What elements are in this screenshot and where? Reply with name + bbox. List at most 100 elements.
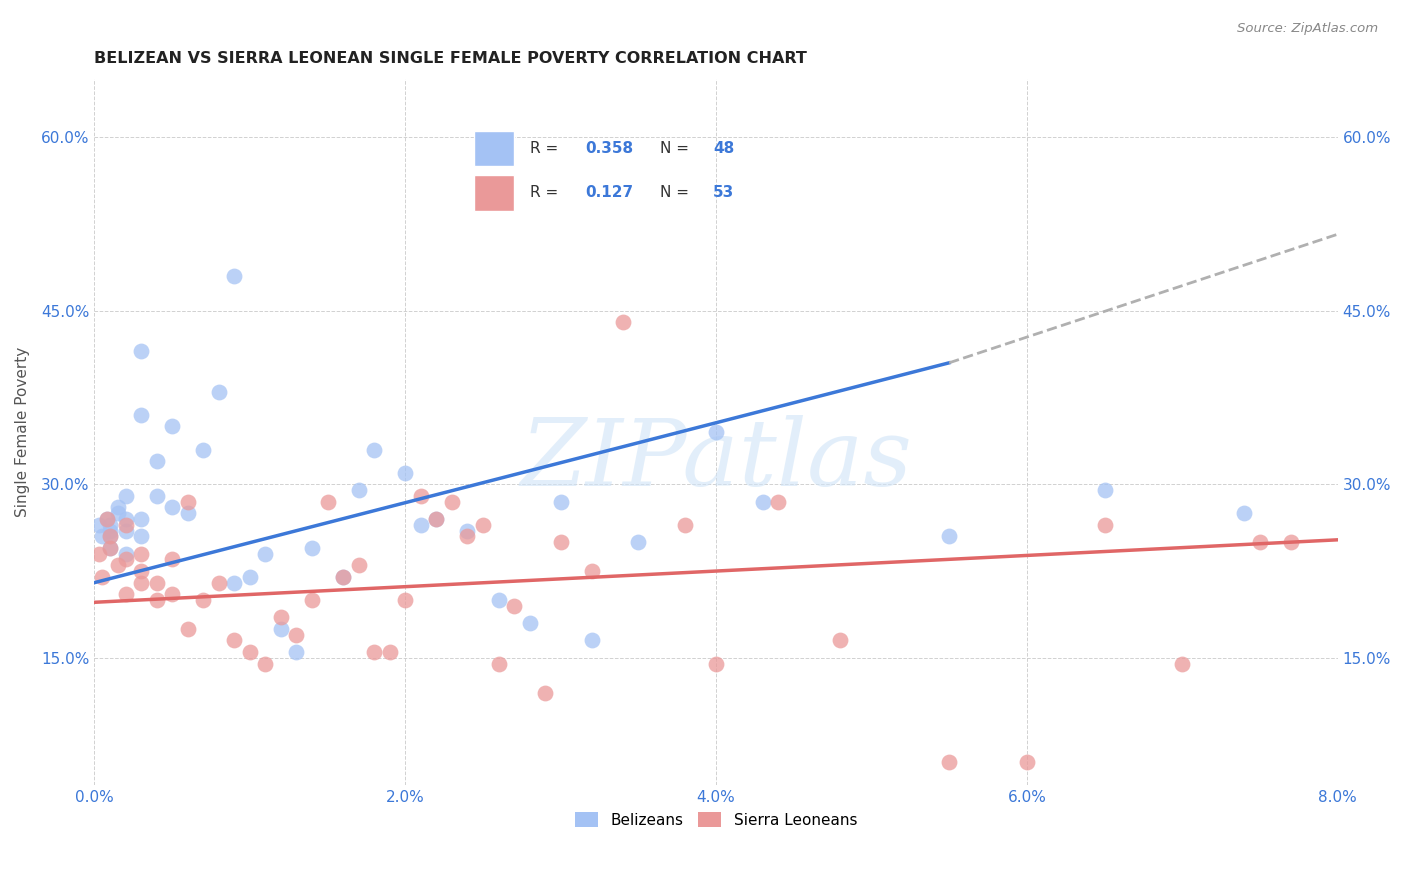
Point <box>347 558 370 573</box>
Point <box>766 494 789 508</box>
Point <box>409 489 432 503</box>
Point <box>550 494 572 508</box>
Point <box>456 524 478 538</box>
Point <box>1233 506 1256 520</box>
Point <box>440 494 463 508</box>
Point <box>270 622 292 636</box>
Point <box>114 524 136 538</box>
Point <box>332 570 354 584</box>
Point <box>98 524 121 538</box>
Point <box>177 494 200 508</box>
Point <box>1279 535 1302 549</box>
Point <box>938 755 960 769</box>
Point <box>129 564 152 578</box>
Point <box>503 599 526 613</box>
Point <box>456 529 478 543</box>
Point <box>224 268 246 283</box>
Point <box>91 529 114 543</box>
Point <box>129 547 152 561</box>
Text: Source: ZipAtlas.com: Source: ZipAtlas.com <box>1237 22 1378 36</box>
Point <box>160 500 183 515</box>
Point <box>488 593 510 607</box>
Point <box>581 564 603 578</box>
Point <box>129 408 152 422</box>
Point <box>98 529 121 543</box>
Point <box>177 622 200 636</box>
Point <box>363 645 385 659</box>
Point <box>673 517 696 532</box>
Point <box>425 512 447 526</box>
Point <box>704 657 727 671</box>
Point <box>581 633 603 648</box>
Point <box>704 425 727 440</box>
Point <box>114 489 136 503</box>
Point <box>347 483 370 497</box>
Point <box>160 587 183 601</box>
Point <box>472 517 495 532</box>
Point <box>224 633 246 648</box>
Point <box>1015 755 1038 769</box>
Point <box>107 558 129 573</box>
Point <box>1249 535 1271 549</box>
Point <box>938 529 960 543</box>
Point <box>98 541 121 555</box>
Point <box>129 529 152 543</box>
Point <box>208 575 231 590</box>
Point <box>114 587 136 601</box>
Point <box>96 512 118 526</box>
Point <box>193 593 215 607</box>
Point <box>160 419 183 434</box>
Point <box>394 593 416 607</box>
Point <box>96 512 118 526</box>
Point <box>425 512 447 526</box>
Point <box>254 547 277 561</box>
Point <box>98 541 121 555</box>
Point <box>89 517 111 532</box>
Point <box>285 645 308 659</box>
Point <box>129 575 152 590</box>
Point <box>378 645 401 659</box>
Point <box>612 315 634 329</box>
Point <box>129 512 152 526</box>
Point <box>145 454 167 468</box>
Point <box>1171 657 1194 671</box>
Point <box>89 547 111 561</box>
Point <box>114 517 136 532</box>
Point <box>285 628 308 642</box>
Legend: Belizeans, Sierra Leoneans: Belizeans, Sierra Leoneans <box>569 805 863 834</box>
Point <box>160 552 183 566</box>
Point <box>627 535 650 549</box>
Point <box>239 570 262 584</box>
Point <box>98 529 121 543</box>
Point <box>409 517 432 532</box>
Point <box>114 547 136 561</box>
Point <box>363 442 385 457</box>
Point <box>1094 483 1116 497</box>
Point <box>107 500 129 515</box>
Point <box>129 344 152 359</box>
Point <box>488 657 510 671</box>
Point <box>107 506 129 520</box>
Point <box>145 593 167 607</box>
Text: ZIPatlas: ZIPatlas <box>520 416 912 506</box>
Point <box>254 657 277 671</box>
Point <box>394 466 416 480</box>
Text: BELIZEAN VS SIERRA LEONEAN SINGLE FEMALE POVERTY CORRELATION CHART: BELIZEAN VS SIERRA LEONEAN SINGLE FEMALE… <box>94 51 807 66</box>
Point <box>534 685 557 699</box>
Point <box>193 442 215 457</box>
Point <box>145 575 167 590</box>
Point <box>208 384 231 399</box>
Point <box>332 570 354 584</box>
Point <box>177 506 200 520</box>
Point <box>550 535 572 549</box>
Point <box>114 512 136 526</box>
Point <box>224 575 246 590</box>
Point <box>751 494 773 508</box>
Point <box>270 610 292 624</box>
Point <box>239 645 262 659</box>
Point <box>830 633 852 648</box>
Point <box>114 552 136 566</box>
Point <box>91 570 114 584</box>
Point <box>519 616 541 631</box>
Point <box>1094 517 1116 532</box>
